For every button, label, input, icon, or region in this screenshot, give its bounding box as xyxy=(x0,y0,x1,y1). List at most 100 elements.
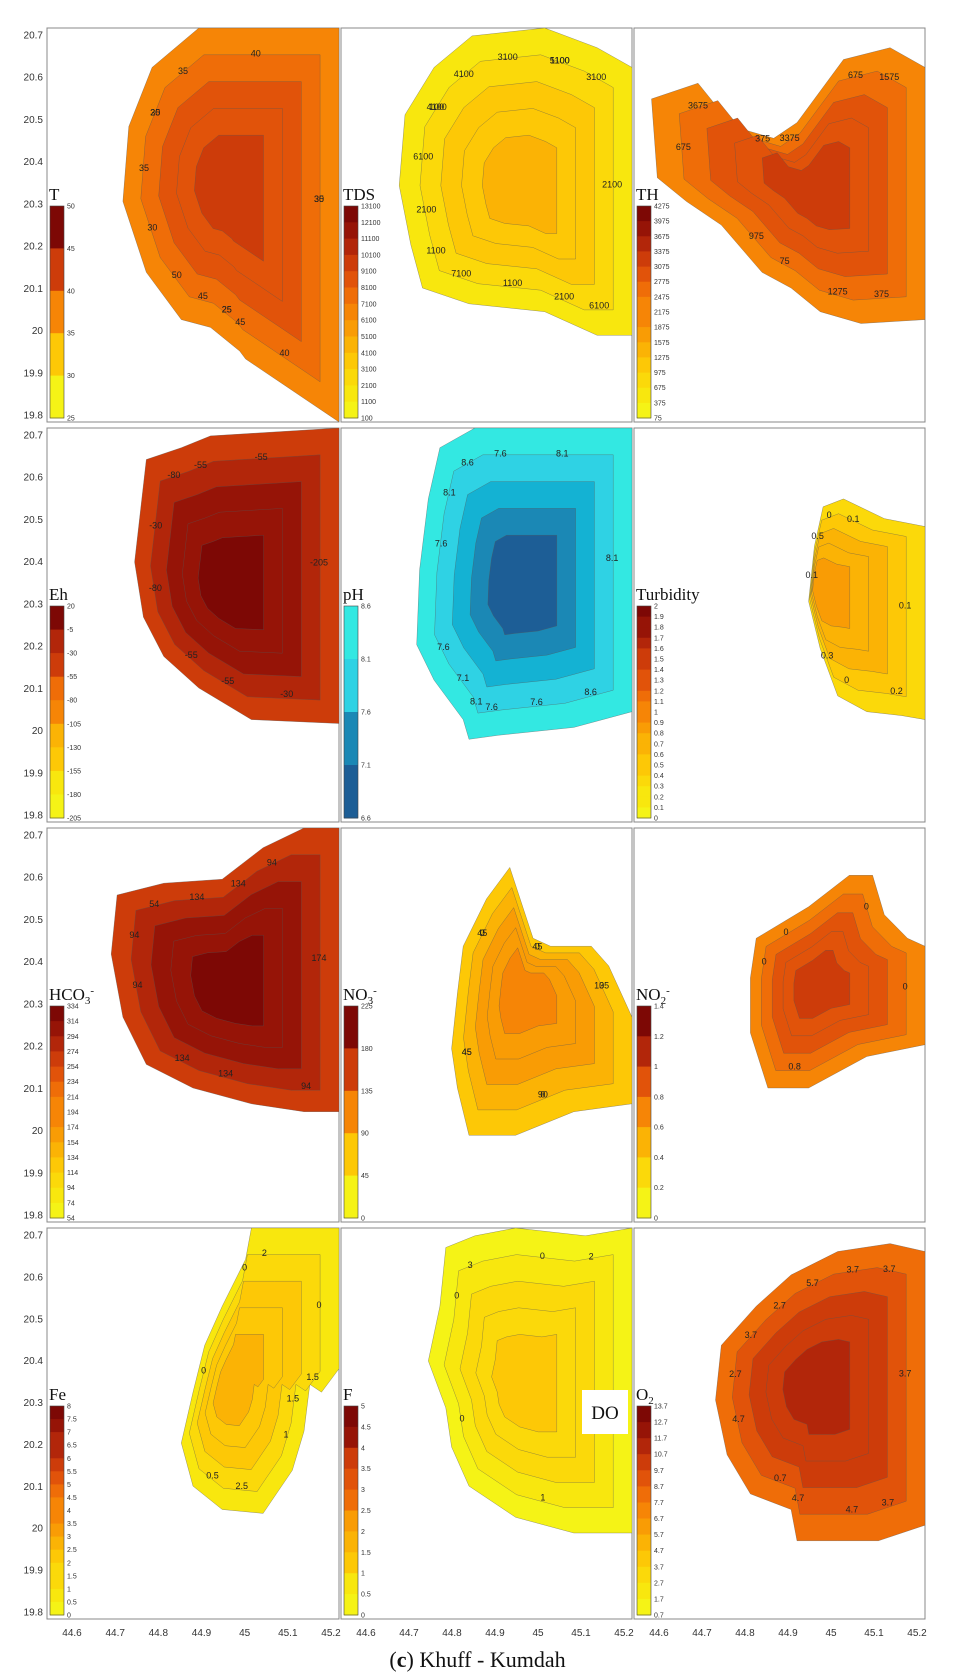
y-tick-label: 19.9 xyxy=(24,1566,44,1577)
colorbar-swatch xyxy=(50,1432,64,1446)
contour-band xyxy=(782,1339,851,1435)
contour-label: 4.7 xyxy=(846,1505,859,1515)
contour-label: 7.1 xyxy=(457,673,470,683)
colorbar-tick: 4100 xyxy=(361,350,377,357)
colorbar-swatch xyxy=(637,1534,651,1552)
colorbar-swatch xyxy=(50,676,64,701)
panel-label: NO2- xyxy=(636,985,670,1007)
colorbar-swatch xyxy=(344,1531,358,1553)
colorbar-swatch xyxy=(637,1454,651,1471)
colorbar-swatch xyxy=(50,248,64,292)
colorbar-swatch xyxy=(637,786,651,798)
colorbar-tick: 4 xyxy=(67,1508,71,1515)
y-tick-label: 20.6 xyxy=(24,73,44,84)
contour-label: -80 xyxy=(149,583,162,593)
colorbar-tick: 7.7 xyxy=(654,1500,664,1507)
colorbar-tick: 1 xyxy=(361,1571,365,1578)
colorbar-swatch xyxy=(637,743,651,755)
colorbar-tick: 1.4 xyxy=(654,1004,664,1011)
contour-label: 0.7 xyxy=(774,1473,787,1483)
map-panel-turbidity: 0 0.1 0 0.1 0.1 0.2 0.3 0.5 2 1.9 1.8 1.7 1.6 1.5 1.4 1… xyxy=(633,427,926,823)
contour-label: 8.1 xyxy=(470,696,483,706)
contour-label: 0.8 xyxy=(788,1062,801,1072)
colorbar-swatch xyxy=(637,312,651,328)
colorbar: 4275 3975 3675 3375 3075 2775 2475 2175 1875 1575… xyxy=(636,204,670,423)
contour-label: 375 xyxy=(755,134,770,144)
colorbar-swatch xyxy=(50,1523,64,1538)
colorbar-swatch xyxy=(50,723,64,748)
y-tick-label: 19.9 xyxy=(24,1168,44,1179)
colorbar-tick: 1.7 xyxy=(654,1596,664,1603)
y-tick-label: 20 xyxy=(32,326,44,337)
colorbar-swatch xyxy=(637,1096,651,1128)
caption-text: Khuff - Kumdah xyxy=(419,1647,566,1672)
colorbar-swatch xyxy=(637,807,651,819)
colorbar: 8 7.5 7 6.5 6 5.5 5 4.5 4 3.5 3 2.5 2 1.5 1 0.5 0 xyxy=(49,1404,77,1620)
colorbar-swatch xyxy=(50,206,64,249)
contour-label: 0 xyxy=(459,1413,464,1423)
colorbar-swatch xyxy=(344,222,358,240)
colorbar: 13100 12100 11100 10100 9100 8100 7100 6100 5100… xyxy=(343,204,381,423)
colorbar-swatch xyxy=(50,1066,64,1083)
colorbar-tick: 7.5 xyxy=(67,1417,77,1424)
colorbar-swatch xyxy=(50,1562,64,1577)
colorbar-swatch xyxy=(50,700,64,725)
contour-label: -30 xyxy=(280,689,293,699)
colorbar-tick: 45 xyxy=(67,246,75,253)
contour-label: 0 xyxy=(480,928,485,938)
colorbar-tick: -205 xyxy=(67,816,81,823)
contour-label: 6100 xyxy=(413,151,433,161)
contour-label: 4.7 xyxy=(732,1414,745,1424)
colorbar-swatch xyxy=(344,1133,358,1177)
colorbar-tick: 1.1 xyxy=(654,699,664,706)
y-tick-label: 20.1 xyxy=(24,684,44,695)
contour-label: 8.6 xyxy=(584,687,597,697)
colorbar-tick: 1.5 xyxy=(654,657,664,664)
colorbar: 1.4 1.2 1 0.8 0.6 0.4 0.2 0 xyxy=(636,1004,664,1223)
colorbar-tick: 375 xyxy=(654,400,666,407)
colorbar-swatch xyxy=(50,1601,64,1616)
panel-label: HCO3- xyxy=(49,985,94,1007)
map-panel-hco3: 54 94 94 134 94 134 174 134 94 134 334 314 294 274 254… xyxy=(46,827,340,1223)
colorbar-tick: 294 xyxy=(67,1034,79,1041)
colorbar-tick: 3375 xyxy=(654,249,670,256)
y-tick-label: 20.1 xyxy=(24,1482,44,1493)
colorbar-tick: 2100 xyxy=(361,383,377,390)
panel-label: O2 xyxy=(636,1385,654,1407)
colorbar-tick: 7 xyxy=(67,1430,71,1437)
colorbar-tick: 3.5 xyxy=(67,1521,77,1528)
contour-label: 3 xyxy=(468,1260,473,1270)
colorbar-swatch xyxy=(50,1051,64,1067)
contour-label: 8.1 xyxy=(443,488,456,498)
colorbar-swatch xyxy=(344,765,358,819)
colorbar-swatch xyxy=(637,648,651,660)
contour-label: 0.2 xyxy=(890,686,903,696)
colorbar-tick: 4.5 xyxy=(67,1495,77,1502)
y-tick-label: 20.3 xyxy=(24,1398,44,1409)
colorbar-swatch xyxy=(637,357,651,373)
colorbar-tick: 9.7 xyxy=(654,1468,664,1475)
colorbar-frame xyxy=(636,205,652,419)
colorbar-swatch xyxy=(344,238,358,256)
colorbar-tick: 10.7 xyxy=(654,1452,668,1459)
colorbar-frame xyxy=(343,605,359,819)
colorbar-frame xyxy=(49,605,65,819)
colorbar-tick: 114 xyxy=(67,1170,78,1177)
contour-label: 3100 xyxy=(586,72,606,82)
contour-label: 5.7 xyxy=(806,1278,819,1288)
colorbar-swatch xyxy=(637,387,651,404)
colorbar-tick: 1.8 xyxy=(654,625,664,632)
contour-label: -55 xyxy=(255,452,268,462)
colorbar-swatch xyxy=(344,1594,358,1616)
colorbar-tick: 1 xyxy=(67,1586,71,1593)
colorbar-tick: 174 xyxy=(67,1125,79,1132)
colorbar-swatch xyxy=(344,320,358,337)
colorbar-swatch xyxy=(344,1552,358,1574)
colorbar-tick: -55 xyxy=(67,674,77,681)
colorbar-swatch xyxy=(637,342,651,358)
colorbar-tick: 1.7 xyxy=(654,635,664,642)
y-tick-label: 20.5 xyxy=(24,915,44,926)
y-tick-label: 19.8 xyxy=(24,411,44,422)
colorbar-tick: 6.6 xyxy=(361,816,371,823)
colorbar-tick: 11100 xyxy=(361,236,380,243)
